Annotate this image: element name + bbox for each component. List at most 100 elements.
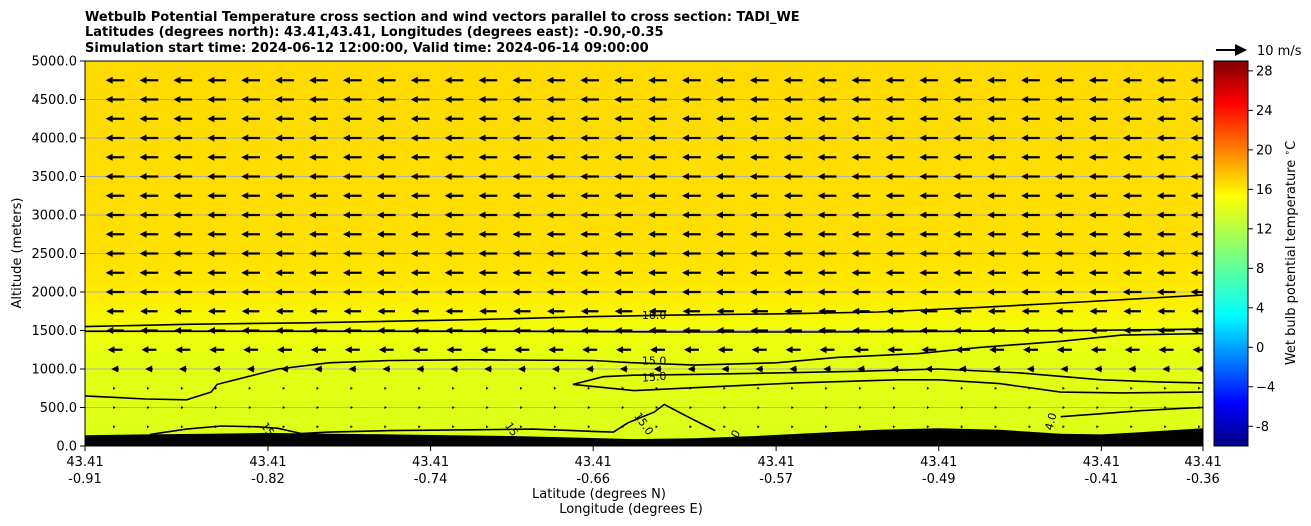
- wind-vector: [1055, 76, 1062, 84]
- wind-vector: [173, 115, 181, 123]
- wind-vector: [139, 230, 147, 238]
- wind-vector: [275, 250, 283, 257]
- wind-vector: [587, 425, 591, 429]
- wind-vector: [512, 76, 520, 84]
- wind-vector: [587, 386, 591, 390]
- wind-vector: [377, 307, 385, 315]
- wind-vector: [1088, 269, 1096, 277]
- wind-vector: [925, 365, 932, 373]
- x-tick-label-lon: -0.57: [759, 472, 793, 487]
- wind-vector: [825, 386, 828, 390]
- wind-vector: [478, 192, 486, 200]
- wind-vector: [715, 269, 723, 277]
- wind-vector: [113, 406, 116, 409]
- wind-vector: [106, 307, 114, 315]
- wind-vector: [817, 153, 825, 161]
- y-axis-label: Altitude (meters): [10, 198, 25, 309]
- wind-vector: [715, 230, 723, 238]
- wind-vector: [241, 153, 249, 161]
- wind-vector: [376, 250, 384, 257]
- wind-vector: [749, 96, 757, 103]
- wind-vector: [350, 425, 353, 429]
- wind-vector: [953, 76, 961, 84]
- wind-vector: [580, 211, 588, 219]
- wind-vector: [139, 250, 147, 257]
- wind-vector: [314, 365, 322, 373]
- wind-vector: [723, 386, 726, 390]
- wind-vector: [512, 250, 520, 257]
- wind-vector: [512, 96, 520, 103]
- wind-vector: [410, 153, 418, 161]
- wind-vector: [275, 211, 283, 219]
- x-tick-label-lat: 43.41: [1083, 455, 1120, 470]
- wind-vector: [851, 269, 859, 277]
- wind-vector: [655, 425, 658, 429]
- y-tick-label: 5000.0: [32, 55, 78, 70]
- wind-vector: [953, 230, 961, 238]
- wind-vector: [1130, 425, 1133, 429]
- wind-vector: [580, 153, 588, 161]
- wind-vector: [1156, 76, 1164, 84]
- wind-vector: [716, 327, 724, 334]
- wind-vector: [1122, 269, 1130, 277]
- wind-vector: [1096, 386, 1099, 390]
- wind-vector: [174, 327, 182, 334]
- wind-vector: [139, 288, 147, 296]
- wind-vector: [518, 365, 526, 373]
- wind-vector: [715, 76, 723, 84]
- wind-vector: [513, 327, 521, 334]
- wind-vector: [783, 230, 791, 238]
- wind-vector: [207, 211, 215, 219]
- wind-vector: [614, 192, 622, 200]
- wind-vector: [1021, 307, 1029, 315]
- wind-vector: [1156, 250, 1164, 257]
- wind-vector: [648, 153, 656, 161]
- wind-vector: [309, 134, 317, 142]
- wind-vector: [376, 211, 384, 219]
- wind-vector: [580, 173, 588, 180]
- colorbar-tick-label: 20: [1256, 143, 1273, 158]
- wind-vector: [105, 211, 113, 219]
- wind-vector: [309, 173, 317, 180]
- wind-vector: [817, 269, 825, 277]
- wind-vector: [715, 96, 723, 103]
- wind-vector: [1088, 115, 1096, 123]
- wind-vector: [648, 173, 656, 180]
- wind-vector: [444, 96, 452, 103]
- wind-vector: [486, 386, 489, 390]
- wind-vector: [619, 365, 627, 373]
- wind-vector: [851, 134, 859, 142]
- wind-vector: [1055, 230, 1062, 238]
- contour-line-15: [149, 425, 309, 436]
- wind-vector: [513, 307, 521, 315]
- wind-vector: [282, 386, 286, 390]
- wind-vector: [891, 365, 899, 373]
- wind-vector: [514, 346, 522, 354]
- wind-vector: [920, 327, 927, 334]
- wind-vector: [614, 307, 622, 315]
- wind-vector: [1156, 230, 1164, 238]
- wind-vector: [105, 134, 113, 142]
- wind-vector: [180, 425, 184, 429]
- wind-vector: [444, 134, 452, 142]
- wind-vector: [987, 211, 995, 219]
- wind-vector: [715, 173, 723, 180]
- wind-vector: [648, 134, 656, 142]
- wind-vector: [817, 192, 825, 200]
- wind-vector: [418, 386, 421, 390]
- wind-vector: [512, 288, 520, 296]
- contour-label: 4.0: [1042, 411, 1059, 431]
- wind-vector: [1156, 269, 1164, 277]
- wind-vector: [1190, 76, 1198, 84]
- wind-vector: [757, 425, 760, 429]
- wind-vector: [715, 211, 723, 219]
- wind-vector: [817, 134, 825, 142]
- wind-vector: [1055, 134, 1062, 142]
- wind-vector: [953, 134, 961, 142]
- wind-vector: [1028, 425, 1031, 429]
- wind-vector: [648, 76, 656, 84]
- wind-vector: [817, 211, 825, 219]
- wind-vector: [682, 211, 690, 219]
- wind-vector: [885, 230, 893, 238]
- wind-vector: [614, 269, 622, 277]
